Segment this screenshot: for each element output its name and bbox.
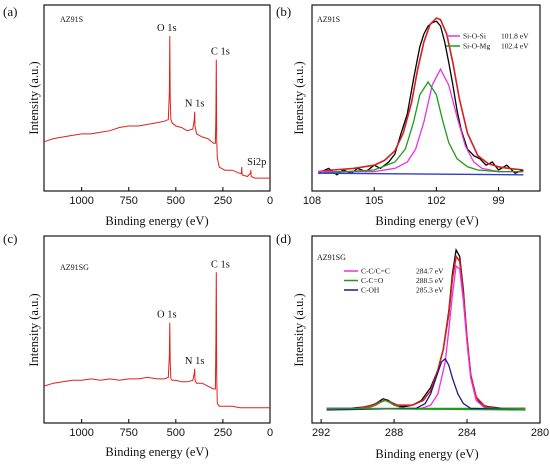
legend-name: C-C/C=C — [361, 267, 390, 276]
x-tick-label: 750 — [120, 427, 138, 439]
legend-name: C-C=O — [361, 276, 384, 285]
panel-a-ticks: 1000 750 500 250 0 — [69, 187, 273, 207]
legend-name: Si-O-Si — [463, 32, 486, 41]
panel-b-ylabel: Intensity (a.u.) — [292, 61, 306, 134]
panel-b-frame — [311, 4, 541, 192]
raw-line — [317, 20, 524, 176]
envelope-line — [318, 17, 524, 173]
legend-name: Si-O-Mg — [463, 42, 490, 51]
x-tick-label: 99 — [492, 195, 504, 207]
panel-b-xlabel: Binding energy (eV) — [375, 214, 478, 228]
component-line — [326, 357, 526, 411]
peak-label: O 1s — [157, 310, 177, 321]
panel-c-sample-label: AZ91SG — [60, 263, 89, 272]
panel-c: (c) AZ91SG Binding energy (eV) Intensity… — [3, 231, 273, 459]
panel-d-frame — [311, 235, 541, 424]
panel-b-series — [317, 17, 524, 176]
panel-d-ylabel: Intensity (a.u.) — [292, 293, 306, 366]
x-tick-label: 1000 — [69, 195, 93, 207]
panel-d-legend: C-C/C=C 284.7 eV C-C=O 288.5 eV C-OH 285.3 eV — [344, 267, 444, 295]
panel-b-ticks: 108 105 102 99 — [303, 187, 505, 207]
panel-a-label: (a) — [3, 4, 17, 19]
x-tick-label: 280 — [531, 427, 549, 439]
panel-d-xlabel: Binding energy (eV) — [375, 447, 478, 461]
x-tick-label: 750 — [120, 195, 138, 207]
peak-label: N 1s — [185, 99, 205, 110]
panel-c-series — [43, 272, 270, 409]
legend-value: 288.5 eV — [416, 276, 444, 285]
panel-a-frame — [43, 4, 271, 192]
legend-value: 285.3 eV — [416, 286, 444, 295]
peak-label: Si2p — [247, 157, 266, 168]
x-tick-label: 250 — [214, 427, 232, 439]
panel-c-label: (c) — [3, 231, 17, 246]
x-tick-label: 0 — [267, 195, 273, 207]
survey-spectrum-line — [43, 35, 270, 179]
x-tick-label: 500 — [167, 427, 185, 439]
x-tick-label: 108 — [303, 195, 321, 207]
x-tick-label: 288 — [385, 427, 403, 439]
survey-spectrum-line — [43, 272, 270, 409]
x-tick-label: 0 — [267, 427, 273, 439]
panel-b-label: (b) — [276, 4, 291, 19]
x-tick-label: 284 — [458, 427, 476, 439]
panel-b: (b) AZ91S Binding energy (eV) Intensity … — [276, 4, 541, 228]
x-tick-label: 102 — [427, 195, 445, 207]
panel-b-legend: Si-O-Si 101.8 eV Si-O-Mg 102.4 eV — [446, 32, 529, 51]
peak-label: O 1s — [157, 23, 177, 34]
x-tick-label: 250 — [214, 195, 232, 207]
panel-d-sample-label: AZ91SG — [317, 253, 346, 262]
component-line — [326, 399, 526, 410]
panel-c-ticks: 1000 750 500 250 0 — [69, 419, 273, 439]
panel-d-series — [326, 248, 526, 411]
peak-label: C 1s — [211, 259, 230, 270]
background-line — [318, 172, 524, 176]
x-tick-label: 500 — [167, 195, 185, 207]
peak-label: N 1s — [185, 356, 205, 367]
panel-d-ticks: 292 288 284 280 — [312, 419, 549, 439]
panel-c-ylabel: Intensity (a.u.) — [27, 293, 41, 366]
panel-a: (a) AZ91S Binding energy (eV) Intensity … — [3, 4, 273, 228]
panel-c-frame — [43, 235, 271, 424]
legend-value: 102.4 eV — [501, 42, 529, 51]
component-line — [318, 80, 524, 174]
legend-name: C-OH — [361, 286, 380, 295]
panel-d: (d) AZ91SG Binding energy (eV) Intensity… — [276, 231, 549, 461]
x-tick-label: 1000 — [69, 427, 93, 439]
x-tick-label: 292 — [312, 427, 330, 439]
background-line — [326, 407, 526, 411]
component-line — [318, 67, 524, 173]
panel-a-peak-labels: O 1s N 1s C 1s Si2p — [157, 23, 266, 168]
panel-d-label: (d) — [276, 231, 291, 246]
panel-a-ylabel: Intensity (a.u.) — [27, 61, 41, 134]
panel-a-sample-label: AZ91S — [60, 15, 83, 24]
peak-label: C 1s — [211, 47, 230, 58]
x-tick-label: 105 — [365, 195, 383, 207]
panel-a-xlabel: Binding energy (eV) — [105, 214, 208, 228]
component-line — [326, 264, 526, 410]
panel-b-sample-label: AZ91S — [317, 15, 340, 24]
legend-value: 284.7 eV — [416, 267, 444, 276]
panel-a-series — [43, 35, 270, 179]
panel-c-xlabel: Binding energy (eV) — [105, 445, 208, 459]
legend-value: 101.8 eV — [501, 32, 529, 41]
panel-c-peak-labels: O 1s N 1s C 1s — [157, 259, 230, 366]
